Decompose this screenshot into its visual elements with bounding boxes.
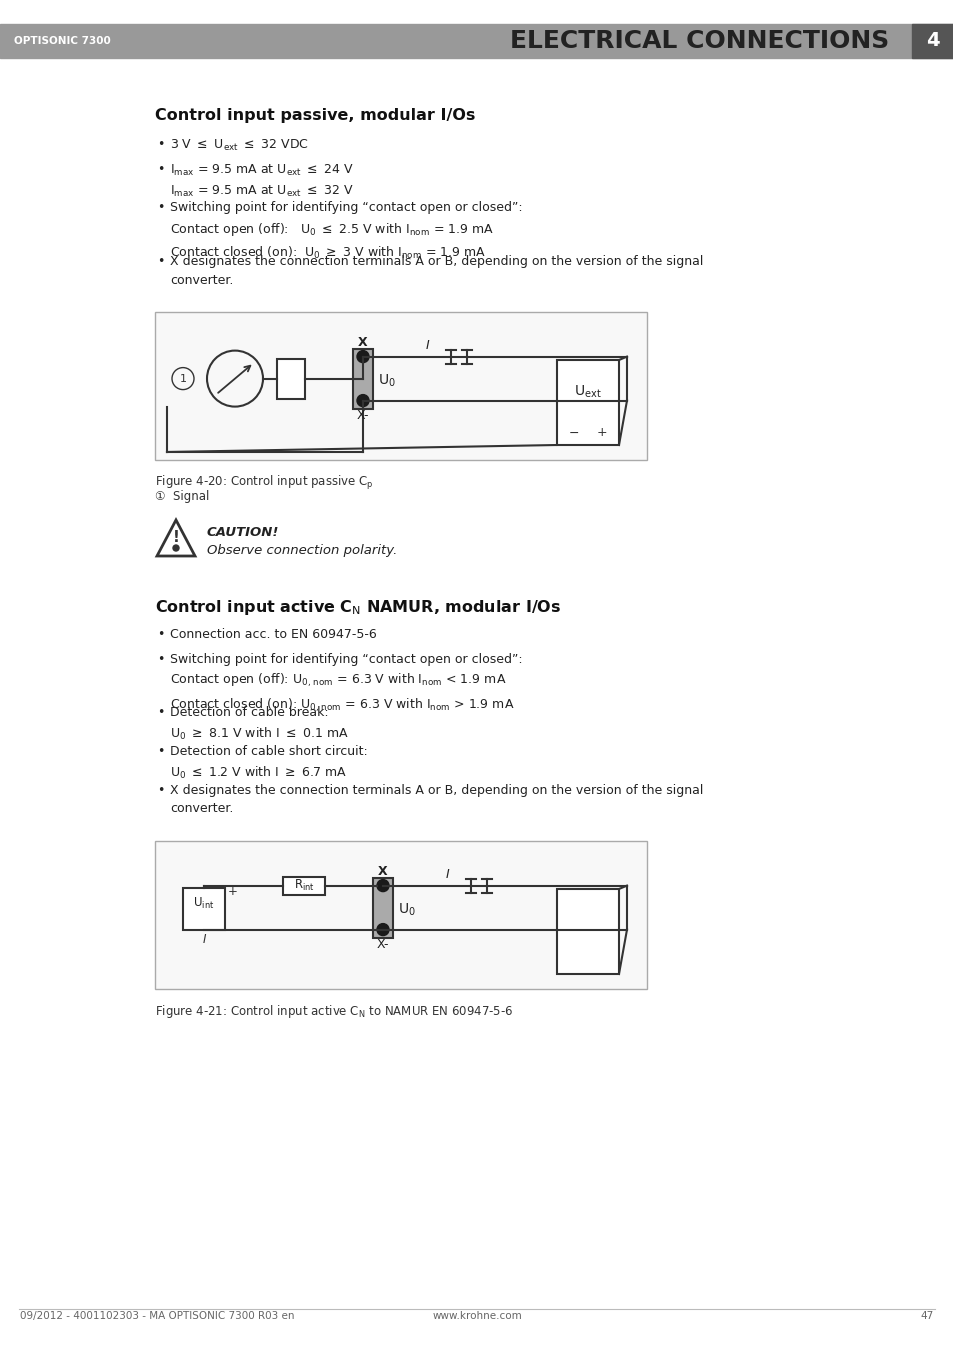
Circle shape [376,880,389,892]
Text: Observe connection polarity.: Observe connection polarity. [207,544,397,557]
Text: Figure 4-20: Control input passive C$_{\mathsf{p}}$: Figure 4-20: Control input passive C$_{\… [154,474,374,492]
Text: Detection of cable short circuit:
U$_0$ $\leq$ 1.2 V with I $\geq$ 6.7 mA: Detection of cable short circuit: U$_0$ … [170,744,367,781]
Text: −: − [569,427,579,439]
Text: U$_{\mathsf{int}}$: U$_{\mathsf{int}}$ [193,896,214,911]
Circle shape [356,394,369,407]
Text: 1: 1 [179,374,186,384]
Text: •: • [157,628,164,640]
Text: •: • [157,707,164,719]
Bar [183,888,225,929]
Text: U$_{\mathsf{ext}}$: U$_{\mathsf{ext}}$ [574,384,601,400]
Text: R$_{\mathsf{int}}$: R$_{\mathsf{int}}$ [294,878,314,893]
Bar [154,842,646,989]
Text: 09/2012 - 4001102303 - MA OPTISONIC 7300 R03 en: 09/2012 - 4001102303 - MA OPTISONIC 7300… [20,1310,294,1321]
Text: X: X [357,335,368,349]
Text: I: I [446,867,450,881]
Text: 3 V $\leq$ U$_{\mathsf{ext}}$ $\leq$ 32 VDC: 3 V $\leq$ U$_{\mathsf{ext}}$ $\leq$ 32 … [170,138,309,153]
Text: Detection of cable break:
U$_0$ $\geq$ 8.1 V with I $\leq$ 0.1 mA: Detection of cable break: U$_0$ $\geq$ 8… [170,707,349,742]
Text: 47: 47 [920,1310,933,1321]
Text: Control input active C$_\mathsf{N}$ NAMUR, modular I/Os: Control input active C$_\mathsf{N}$ NAMU… [154,598,560,617]
Bar [154,312,646,459]
Text: +: + [228,885,237,898]
Text: ELECTRICAL CONNECTIONS: ELECTRICAL CONNECTIONS [510,28,888,53]
Circle shape [172,544,179,551]
Text: •: • [157,162,164,176]
Circle shape [356,351,369,362]
Bar [283,877,325,894]
Text: I: I [426,339,430,351]
Text: Connection acc. to EN 60947-5-6: Connection acc. to EN 60947-5-6 [170,628,376,640]
Circle shape [376,924,389,936]
Text: •: • [157,653,164,666]
Text: CAUTION!: CAUTION! [207,526,279,539]
Text: I$_{\mathsf{max}}$ = 9.5 mA at U$_{\mathsf{ext}}$ $\leq$ 24 V
I$_{\mathsf{max}}$: I$_{\mathsf{max}}$ = 9.5 mA at U$_{\math… [170,162,354,199]
Text: ①  Signal: ① Signal [154,490,209,503]
Text: X-: X- [356,408,369,422]
Bar [557,359,618,444]
Text: •: • [157,784,164,797]
Bar [0,24,953,58]
Text: Switching point for identifying “contact open or closed”:
Contact open (off): U$: Switching point for identifying “contact… [170,653,522,713]
Text: www.krohne.com: www.krohne.com [432,1310,521,1321]
Text: 4: 4 [925,31,939,50]
Text: Figure 4-21: Control input active C$_{\mathsf{N}}$ to NAMUR EN 60947-5-6: Figure 4-21: Control input active C$_{\m… [154,1002,513,1020]
Bar [276,358,305,399]
Bar [911,24,953,58]
Text: +: + [596,427,606,439]
Bar [557,889,618,974]
Text: X-: X- [376,938,389,951]
Text: X designates the connection terminals A or B, depending on the version of the si: X designates the connection terminals A … [170,784,702,816]
Text: !: ! [172,530,179,544]
Text: •: • [157,255,164,267]
Text: X: X [377,865,388,878]
Text: I: I [202,934,206,946]
Text: Switching point for identifying “contact open or closed”:
Contact open (off):   : Switching point for identifying “contact… [170,201,522,261]
Text: Control input passive, modular I/Os: Control input passive, modular I/Os [154,108,475,123]
Text: U$_0$: U$_0$ [377,373,395,389]
Text: OPTISONIC 7300: OPTISONIC 7300 [14,36,111,46]
Bar [353,349,373,408]
Text: •: • [157,744,164,758]
Text: X designates the connection terminals A or B, depending on the version of the si: X designates the connection terminals A … [170,255,702,286]
Bar [373,878,393,938]
Text: •: • [157,138,164,151]
Text: •: • [157,201,164,215]
Text: U$_0$: U$_0$ [397,901,416,917]
